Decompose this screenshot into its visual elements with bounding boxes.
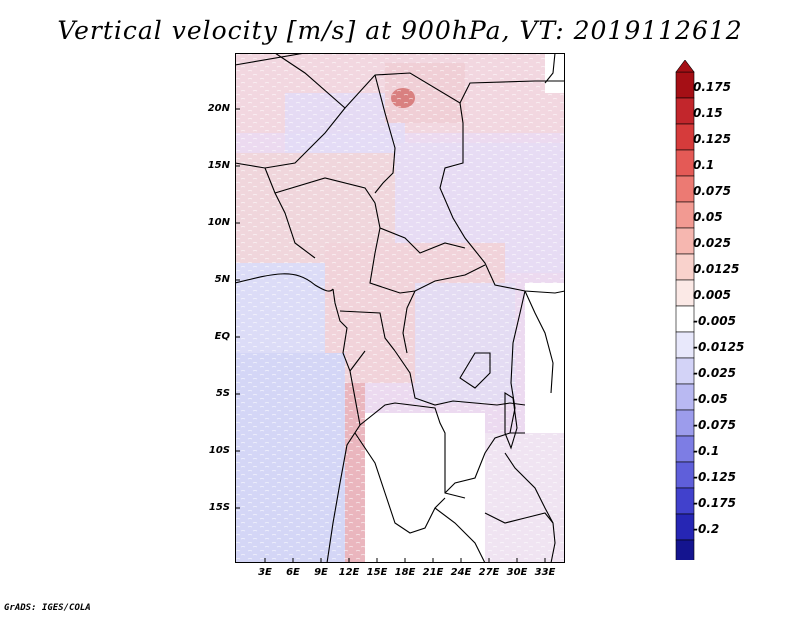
colorbar — [675, 60, 695, 560]
lat-label-10n: 10N — [207, 217, 230, 228]
colorbar-label: 0.025 — [693, 236, 731, 250]
footer-credit: GrADS: IGES/COLA — [4, 603, 91, 613]
colorbar-segment — [675, 175, 695, 203]
lon-label-12e: 12E — [338, 567, 360, 578]
colorbar-segment — [675, 227, 695, 255]
lon-label-27e: 27E — [478, 567, 500, 578]
lon-label-33e: 33E — [534, 567, 556, 578]
colorbar-label: 0.15 — [693, 106, 723, 120]
colorbar-segment — [675, 71, 695, 99]
colorbar-label: -0.2 — [693, 522, 720, 536]
colorbar-label: -0.075 — [693, 418, 736, 432]
colorbar-label: -0.0125 — [693, 340, 745, 354]
colorbar-label: -0.1 — [693, 444, 720, 458]
colorbar-segment — [675, 201, 695, 229]
colorbar-segment — [675, 435, 695, 463]
map-canvas — [234, 52, 566, 564]
colorbar-segment — [675, 383, 695, 411]
colorbar-segment — [675, 409, 695, 437]
colorbar-label: 0.1 — [693, 158, 715, 172]
map-frame — [235, 53, 565, 563]
lat-label-15n: 15N — [207, 160, 230, 171]
colorbar-segment — [675, 253, 695, 281]
lon-label-30e: 30E — [506, 567, 528, 578]
colorbar-segment — [675, 513, 695, 541]
colorbar-segment — [675, 305, 695, 333]
colorbar-label: 0.175 — [693, 80, 731, 94]
lon-label-9e: 9E — [314, 567, 328, 578]
colorbar-label: -0.005 — [693, 314, 736, 328]
lon-label-15e: 15E — [366, 567, 388, 578]
colorbar-label: 0.05 — [693, 210, 723, 224]
colorbar-label: -0.125 — [693, 470, 736, 484]
lon-label-18e: 18E — [394, 567, 416, 578]
field-texture — [235, 53, 565, 563]
lon-label-24e: 24E — [450, 567, 472, 578]
colorbar-label: -0.175 — [693, 496, 736, 510]
lon-label-21e: 21E — [422, 567, 444, 578]
colorbar-top-arrow — [675, 60, 695, 73]
colorbar-segment — [675, 97, 695, 125]
colorbar-label: -0.05 — [693, 392, 728, 406]
colorbar-label: 0.075 — [693, 184, 731, 198]
lon-label-3e: 3E — [258, 567, 272, 578]
colorbar-label: 0.005 — [693, 288, 731, 302]
colorbar-label: 0.0125 — [693, 262, 740, 276]
colorbar-segment — [675, 123, 695, 151]
map-panel — [234, 52, 566, 564]
colorbar-segment — [675, 539, 695, 560]
lat-label-10s: 10S — [208, 445, 230, 456]
colorbar-segment — [675, 149, 695, 177]
lat-label-20n: 20N — [207, 103, 230, 114]
lat-label-5n: 5N — [214, 274, 230, 285]
colorbar-segment — [675, 331, 695, 359]
colorbar-segment — [675, 279, 695, 307]
lon-label-6e: 6E — [286, 567, 300, 578]
colorbar-segment — [675, 357, 695, 385]
colorbar-segment — [675, 461, 695, 489]
lat-label-15s: 15S — [208, 502, 230, 513]
map-title: Vertical velocity [m/s] at 900hPa, VT: 2… — [57, 16, 743, 45]
colorbar-label: 0.125 — [693, 132, 731, 146]
colorbar-segment — [675, 487, 695, 515]
lat-label-eq: EQ — [214, 331, 230, 342]
lat-label-5s: 5S — [215, 388, 230, 399]
country-borders — [234, 52, 566, 564]
colorbar-label: -0.025 — [693, 366, 736, 380]
